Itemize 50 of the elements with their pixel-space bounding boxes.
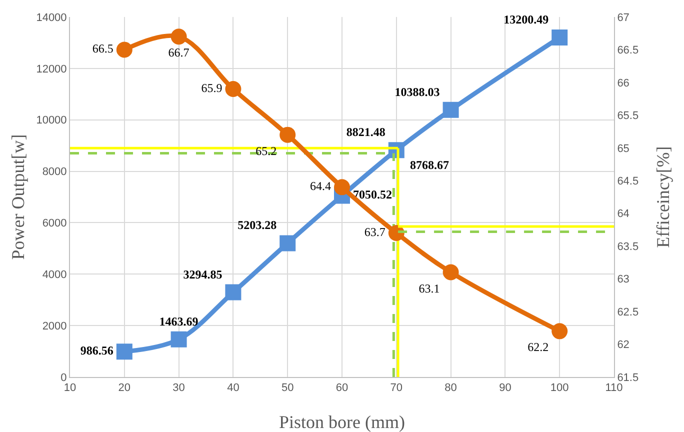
- x-tick-label: 90: [499, 382, 512, 394]
- y-tick-label: 2000: [42, 320, 67, 332]
- data-label: 1463.69: [159, 314, 198, 328]
- data-label: 7050.52: [353, 188, 392, 202]
- x-tick-label: 50: [281, 382, 294, 394]
- data-label: 62.2: [528, 340, 549, 354]
- data-label: 986.56: [80, 344, 114, 358]
- y-tick-label: 4000: [42, 268, 67, 281]
- x-tick-label: 30: [172, 382, 185, 394]
- x-tick-label: 40: [227, 382, 240, 394]
- x-tick-label: 20: [118, 382, 131, 394]
- annotation: 8768.67: [410, 158, 449, 172]
- y2-tick-label: 64.5: [617, 175, 639, 188]
- data-label: 13200.49: [504, 12, 549, 27]
- y-tick-label: 12000: [36, 63, 67, 76]
- y2-tick-label: 65.5: [617, 110, 639, 122]
- data-label: 64.4: [310, 179, 331, 194]
- y2-tick-label: 63: [617, 274, 630, 286]
- y2-tick-label: 66.5: [617, 44, 639, 57]
- y2-tick-label: 64: [617, 208, 630, 220]
- y-tick-label: 10000: [36, 114, 67, 127]
- data-label: 63.1: [418, 281, 440, 296]
- x-tick-label: 80: [444, 382, 457, 394]
- y2-axis-title: Efficeincy[%]: [653, 146, 673, 248]
- data-label: 66.7: [168, 46, 190, 60]
- y-tick-label: 0: [60, 372, 67, 384]
- y-tick-label: 14000: [36, 12, 67, 24]
- x-tick-label: 60: [336, 382, 348, 394]
- y2-tick-label: 67: [617, 12, 630, 24]
- data-label: 10388.03: [394, 84, 440, 99]
- data-label: 3294.85: [183, 267, 222, 282]
- x-tick-label: 100: [550, 382, 569, 394]
- y2-tick-label: 62.5: [617, 306, 639, 318]
- data-label: 5203.28: [238, 218, 277, 232]
- data-label: 63.7: [364, 225, 386, 239]
- y-axis-title: Power Output[w]: [8, 134, 28, 260]
- x-tick-label: 10: [64, 382, 76, 394]
- data-label: 65.9: [201, 81, 222, 95]
- data-label: 8821.48: [346, 125, 386, 140]
- x-axis-title: Piston bore (mm): [279, 412, 405, 432]
- y2-tick-label: 63.5: [617, 240, 639, 253]
- x-tick-label: 70: [390, 382, 403, 394]
- y2-tick-label: 66: [617, 77, 630, 90]
- data-label: 66.5: [92, 42, 114, 56]
- x-tick-label: 110: [605, 382, 623, 394]
- y-tick-label: 6000: [42, 218, 67, 230]
- y-tick-label: 8000: [42, 166, 67, 178]
- y2-tick-label: 65: [617, 142, 630, 155]
- y2-tick-label: 61.5: [617, 372, 639, 384]
- y2-tick-label: 62: [617, 339, 630, 352]
